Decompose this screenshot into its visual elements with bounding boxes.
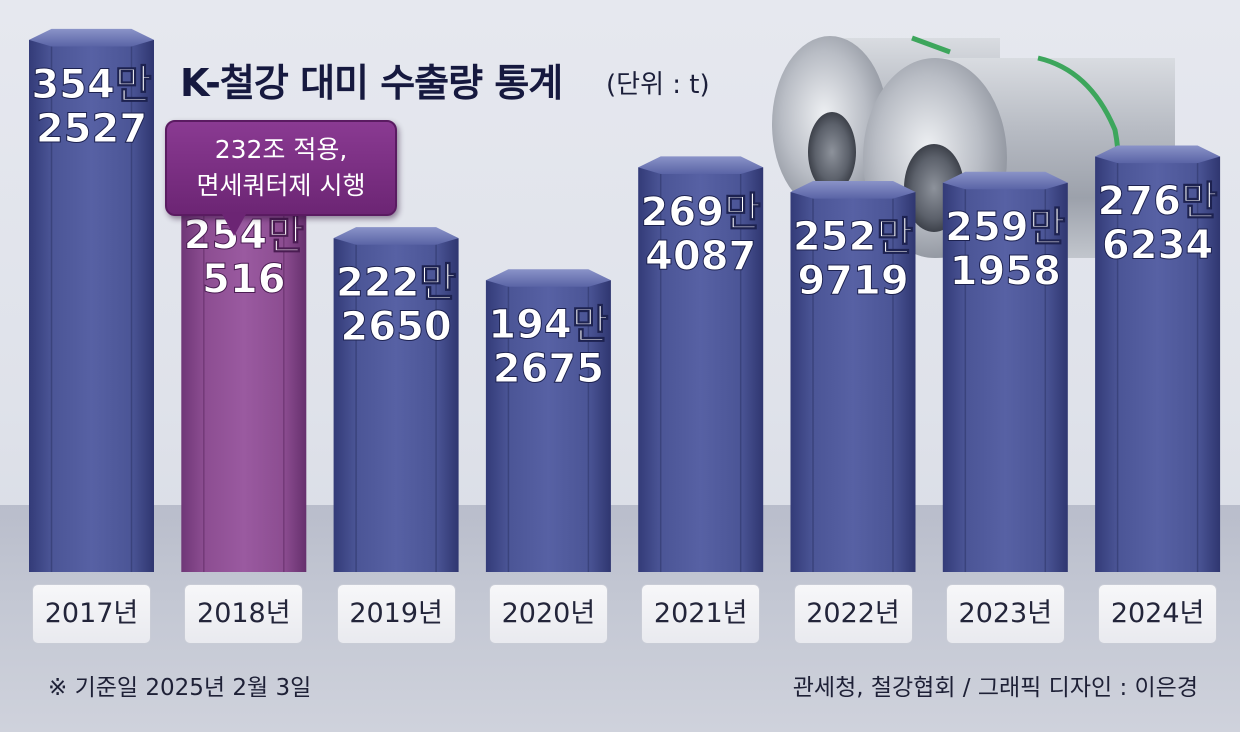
bar-body [790, 192, 916, 573]
bar-body [1095, 156, 1221, 572]
annotation-line-2: 면세쿼터제 시행 [196, 171, 366, 200]
bar-cap [1095, 145, 1221, 164]
bar-body [638, 167, 764, 572]
bar-body [485, 280, 611, 572]
bar-value-label-top: 354만 [31, 62, 151, 108]
x-tick-label: 2021년 [641, 584, 761, 644]
bar-value-label-top: 276만 [1097, 179, 1217, 225]
chart-title: K-철강 대미 수출량 통계 [180, 61, 563, 105]
bar-cap [942, 171, 1068, 190]
bar-cap [790, 181, 916, 199]
bar-value-label-bottom: 2675 [493, 346, 604, 392]
unit-label: (단위 : t) [606, 70, 710, 100]
x-tick-label: 2022년 [793, 584, 913, 644]
footnote: ※ 기준일 2025년 2월 3일 [48, 675, 312, 701]
bar-value-label-top: 259만 [945, 205, 1065, 251]
source-credit: 관세청, 철강협회 / 그래픽 디자인 : 이은경 [792, 675, 1198, 701]
bar-value-label-top: 269만 [641, 189, 761, 235]
x-tick-label: 2020년 [488, 584, 608, 644]
bar-value-label-bottom: 9719 [797, 258, 908, 304]
x-tick-label: 2023년 [945, 584, 1065, 644]
bar-body [333, 238, 459, 573]
x-tick-label: 2019년 [336, 584, 456, 644]
x-tick-label: 2017년 [32, 584, 151, 644]
bar-body [181, 190, 307, 572]
annotation-pointer [222, 214, 246, 236]
bar-value-label-bottom: 1958 [950, 249, 1061, 295]
bar-cap [638, 156, 764, 174]
annotation-callout: 232조 적용, 면세쿼터제 시행 [165, 120, 397, 216]
bar-body [942, 182, 1068, 572]
bar-value-label-bottom: 2650 [340, 304, 451, 350]
bar-value-label-bottom: 4087 [645, 233, 756, 279]
bar-cap [333, 227, 459, 245]
bar-value-label-bottom: 516 [202, 256, 286, 302]
bar-body [29, 39, 154, 572]
bar-cap [29, 28, 154, 47]
bar-value-label-top: 194만 [488, 302, 608, 348]
bar-cap [485, 269, 611, 287]
bar-value-label-top: 252만 [793, 214, 913, 260]
annotation-line-1: 232조 적용, [214, 135, 348, 164]
bar-value-label-bottom: 2527 [36, 106, 147, 152]
x-tick-label: 2024년 [1098, 584, 1218, 644]
bar-value-label-bottom: 6234 [1102, 223, 1213, 269]
bar-value-label-top: 222만 [336, 260, 456, 306]
x-tick-label: 2018년 [184, 584, 304, 644]
